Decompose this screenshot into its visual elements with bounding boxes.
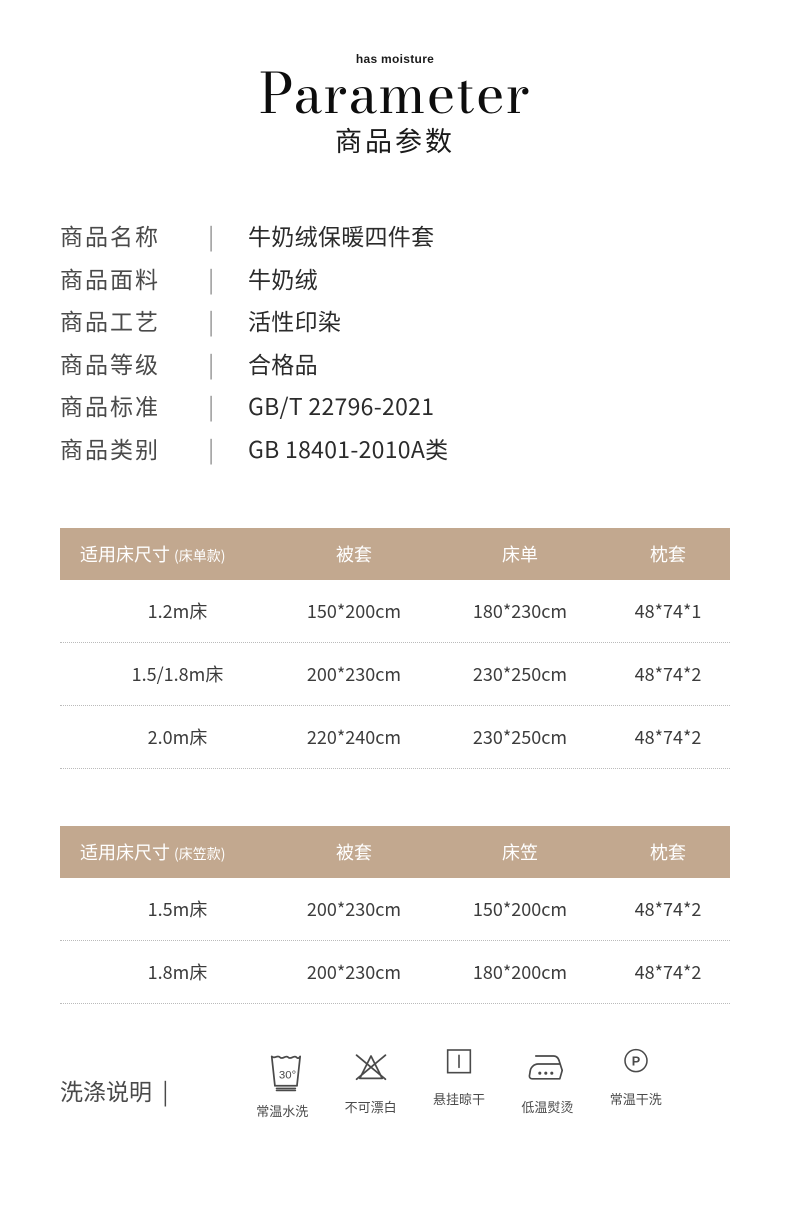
svg-text:30°: 30° [279,1070,296,1082]
svg-text:P: P [632,1054,641,1068]
